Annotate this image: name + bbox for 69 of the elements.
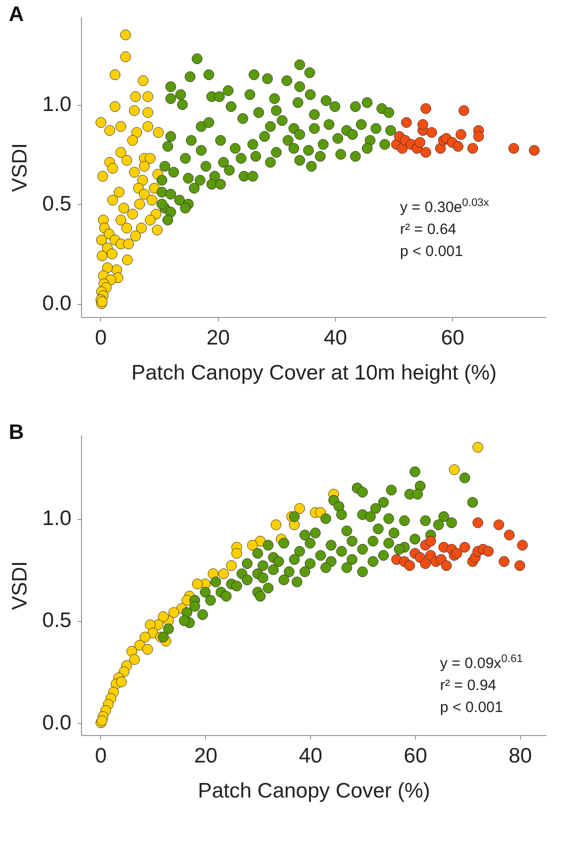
- y-tick-label: 0.0: [42, 711, 72, 734]
- point: [404, 560, 416, 571]
- point: [508, 143, 520, 154]
- annotation: y = 0.30e$^{0.03x}$: [400, 196, 490, 218]
- annotation: r² = 0.94: [440, 676, 498, 696]
- annotation: y = 0.09x$^{0.61}$: [440, 652, 523, 674]
- point: [142, 644, 153, 655]
- x-tick-label: 80: [508, 744, 532, 768]
- point: [218, 568, 229, 580]
- y-tick-label: 1.0: [42, 93, 72, 116]
- point: [116, 676, 127, 688]
- x-tick-label: 60: [441, 326, 464, 350]
- y-tick-label: 0.5: [42, 192, 72, 216]
- point: [425, 536, 436, 546]
- x-tick-label: 60: [404, 744, 428, 768]
- point: [294, 503, 305, 514]
- point: [514, 560, 526, 571]
- point: [129, 654, 140, 665]
- point: [472, 517, 484, 528]
- point: [420, 558, 431, 569]
- point: [192, 578, 203, 590]
- x-tick-label: 40: [298, 744, 322, 768]
- y-tick-label: 0.5: [42, 609, 72, 632]
- point: [426, 127, 438, 138]
- x-tick-label: 20: [194, 744, 218, 768]
- point: [458, 105, 470, 116]
- x-tick-label: 0: [95, 326, 107, 350]
- point: [226, 560, 237, 571]
- point: [493, 519, 504, 530]
- point: [126, 646, 138, 657]
- x-tick-label: 20: [206, 326, 230, 350]
- point: [168, 607, 180, 618]
- point: [441, 560, 452, 571]
- point: [459, 542, 470, 553]
- point: [420, 103, 432, 114]
- point: [231, 548, 242, 559]
- point: [270, 519, 282, 530]
- chart-title: A: [8, 3, 24, 26]
- point: [467, 143, 478, 154]
- y-axis-title: VSDI: [8, 560, 32, 610]
- point: [414, 137, 426, 148]
- x-axis-title: Patch Canopy Cover (%): [198, 780, 430, 802]
- x-tick-label: 40: [324, 326, 348, 350]
- point: [448, 464, 460, 476]
- point: [498, 556, 510, 567]
- point: [482, 546, 494, 557]
- point: [420, 147, 432, 158]
- point: [417, 119, 428, 130]
- x-axis-title: Patch Canopy Cover at 10m height (%): [131, 362, 497, 384]
- x-tick-label: 0: [95, 744, 107, 768]
- chart-title: B: [8, 421, 24, 444]
- y-axis-title: VSDI: [8, 142, 32, 192]
- annotation: r² = 0.64: [400, 220, 458, 240]
- point: [517, 540, 528, 551]
- y-tick-label: 1.0: [42, 507, 72, 530]
- point: [158, 611, 169, 622]
- point: [140, 632, 150, 642]
- point: [473, 131, 484, 142]
- point: [452, 548, 462, 559]
- point: [452, 141, 464, 152]
- y-tick-label: 0.0: [42, 292, 72, 316]
- point: [504, 530, 515, 540]
- point: [528, 145, 540, 156]
- point: [247, 540, 258, 551]
- point: [401, 117, 412, 128]
- point: [456, 129, 466, 140]
- annotation: p < 0.001: [400, 242, 464, 262]
- point: [472, 442, 484, 453]
- annotation: p < 0.001: [440, 698, 504, 718]
